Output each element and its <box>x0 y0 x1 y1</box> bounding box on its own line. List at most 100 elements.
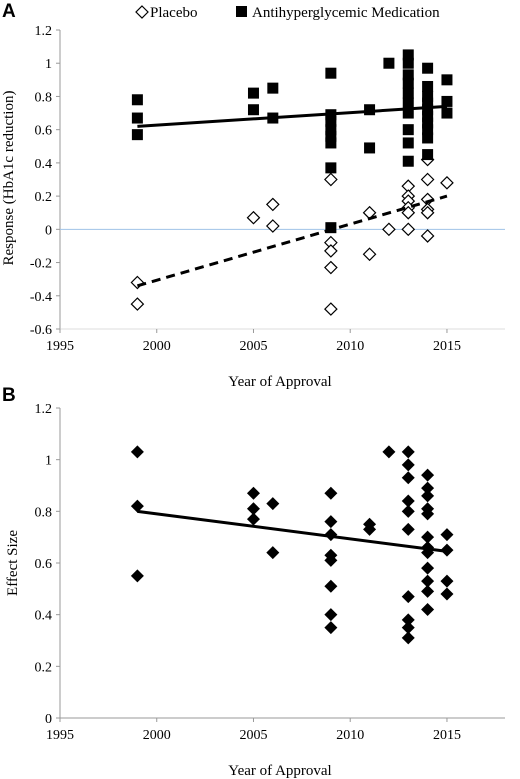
y-tick-label: 0.2 <box>35 190 53 205</box>
plot-area-b: 0 0.2 0.4 0.6 0.8 1 1.2 1995 2000 2005 2010 2015 <box>35 402 505 743</box>
data-point-medication <box>267 82 279 94</box>
y-tick-label: 0 <box>45 712 52 727</box>
data-point-medication <box>441 107 453 119</box>
data-point-effect-size <box>401 590 415 604</box>
data-point-effect-size <box>421 561 435 575</box>
data-point-effect-size <box>401 522 415 536</box>
x-tick-label: 2010 <box>336 339 364 354</box>
data-point-placebo <box>420 229 435 243</box>
data-point-placebo <box>246 210 261 225</box>
data-point-effect-size <box>130 445 144 459</box>
data-point-effect-size <box>421 489 435 503</box>
data-point-medication <box>325 162 337 174</box>
x-tick-label: 2010 <box>336 728 364 743</box>
data-point-medication <box>441 95 453 107</box>
data-point-effect-size <box>401 631 415 645</box>
trendline <box>137 509 448 553</box>
ylabel-a: Response (HbA1c reduction) <box>1 91 17 266</box>
data-point-medication <box>402 155 414 167</box>
data-point-medication <box>402 137 414 149</box>
data-point-medication <box>402 87 414 99</box>
data-point-medication <box>364 142 376 154</box>
trendline <box>137 104 448 128</box>
data-point-effect-size <box>421 530 435 544</box>
data-point-medication <box>247 104 259 116</box>
y-tick-label: 0.4 <box>35 609 53 624</box>
data-point-medication <box>131 112 143 124</box>
y-tick-label: 0.2 <box>35 660 53 675</box>
x-tick-label: 1995 <box>46 728 74 743</box>
data-point-effect-size <box>324 486 338 500</box>
y-tick-label: 1 <box>45 454 52 469</box>
data-point-medication <box>422 117 434 129</box>
data-point-medication <box>325 137 337 149</box>
panel-label-b: B <box>2 385 16 406</box>
data-point-medication <box>247 87 259 99</box>
y-tick-label: 0.6 <box>35 557 53 572</box>
data-point-medication <box>422 132 434 144</box>
data-point-medication <box>131 129 143 141</box>
data-point-effect-size <box>421 481 435 495</box>
data-point-medication <box>325 130 337 142</box>
y-tick-label: 1.2 <box>35 24 53 39</box>
data-point-effect-size <box>401 504 415 518</box>
data-point-medication <box>422 149 434 161</box>
data-point-effect-size <box>382 445 396 459</box>
xlabel-b: Year of Approval <box>228 763 331 779</box>
data-point-placebo <box>382 222 396 237</box>
data-point-placebo <box>362 247 377 262</box>
data-point-medication <box>325 115 337 127</box>
y-tick-label: 0.8 <box>35 505 53 520</box>
data-point-medication <box>325 67 337 79</box>
data-point-medication <box>325 222 337 234</box>
data-point-medication <box>402 69 414 81</box>
data-point-effect-size <box>401 458 415 472</box>
x-tick-label: 2005 <box>239 728 267 743</box>
panel-label-a: A <box>2 1 16 22</box>
data-point-effect-size <box>421 603 435 616</box>
legend-a: Placebo Antihyperglycemic Medication <box>135 5 440 21</box>
data-point-effect-size <box>440 587 454 601</box>
data-point-placebo <box>265 197 280 212</box>
data-point-placebo <box>130 275 145 290</box>
y-tick-label: 0.6 <box>35 124 53 139</box>
x-tick-label: 2000 <box>143 728 171 743</box>
data-point-placebo <box>324 172 338 187</box>
data-point-medication <box>422 124 434 136</box>
data-point-effect-size <box>363 522 377 536</box>
x-tick-label: 2015 <box>433 728 461 743</box>
data-point-placebo <box>420 172 435 187</box>
x-tick-label: 2005 <box>239 339 267 354</box>
legend-medication-marker <box>236 6 247 17</box>
data-point-effect-size <box>130 569 144 583</box>
y-tick-label: -0.2 <box>30 257 52 272</box>
data-point-placebo <box>401 205 416 220</box>
data-point-medication <box>402 57 414 69</box>
y-tick-label: 0.8 <box>35 90 53 105</box>
data-point-effect-size <box>440 528 454 542</box>
y-tick-label: -0.6 <box>30 323 52 338</box>
data-point-medication <box>402 124 414 136</box>
data-point-placebo <box>130 297 145 311</box>
data-point-placebo <box>440 175 454 190</box>
data-point-placebo <box>324 244 338 258</box>
data-point-placebo <box>265 219 280 233</box>
xlabel-a: Year of Approval <box>228 374 331 390</box>
data-point-effect-size <box>246 486 260 500</box>
data-point-medication <box>325 124 337 136</box>
data-point-medication <box>364 104 376 116</box>
data-point-effect-size <box>421 574 435 588</box>
legend-medication-label: Antihyperglycemic Medication <box>252 5 440 21</box>
data-point-effect-size <box>401 613 415 627</box>
data-point-effect-size <box>401 445 415 459</box>
data-point-placebo <box>324 302 338 316</box>
legend-placebo-marker <box>135 5 149 19</box>
data-point-placebo <box>401 222 416 237</box>
data-point-effect-size <box>440 574 454 588</box>
y-tick-label: -0.4 <box>30 290 52 305</box>
x-tick-label: 1995 <box>46 339 74 354</box>
data-point-effect-size <box>421 584 435 598</box>
data-point-medication <box>422 80 434 92</box>
data-point-effect-size <box>401 621 415 635</box>
